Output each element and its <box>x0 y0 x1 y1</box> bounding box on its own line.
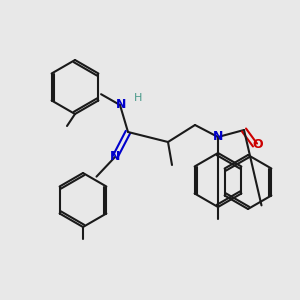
Text: O: O <box>253 139 263 152</box>
Text: N: N <box>116 98 126 112</box>
Text: N: N <box>110 151 120 164</box>
Text: H: H <box>134 93 142 103</box>
Text: N: N <box>213 130 223 143</box>
